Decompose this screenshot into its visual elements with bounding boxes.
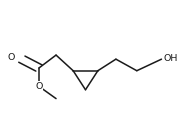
- Text: O: O: [8, 53, 15, 62]
- Text: O: O: [35, 82, 43, 91]
- Text: OH: OH: [164, 54, 178, 63]
